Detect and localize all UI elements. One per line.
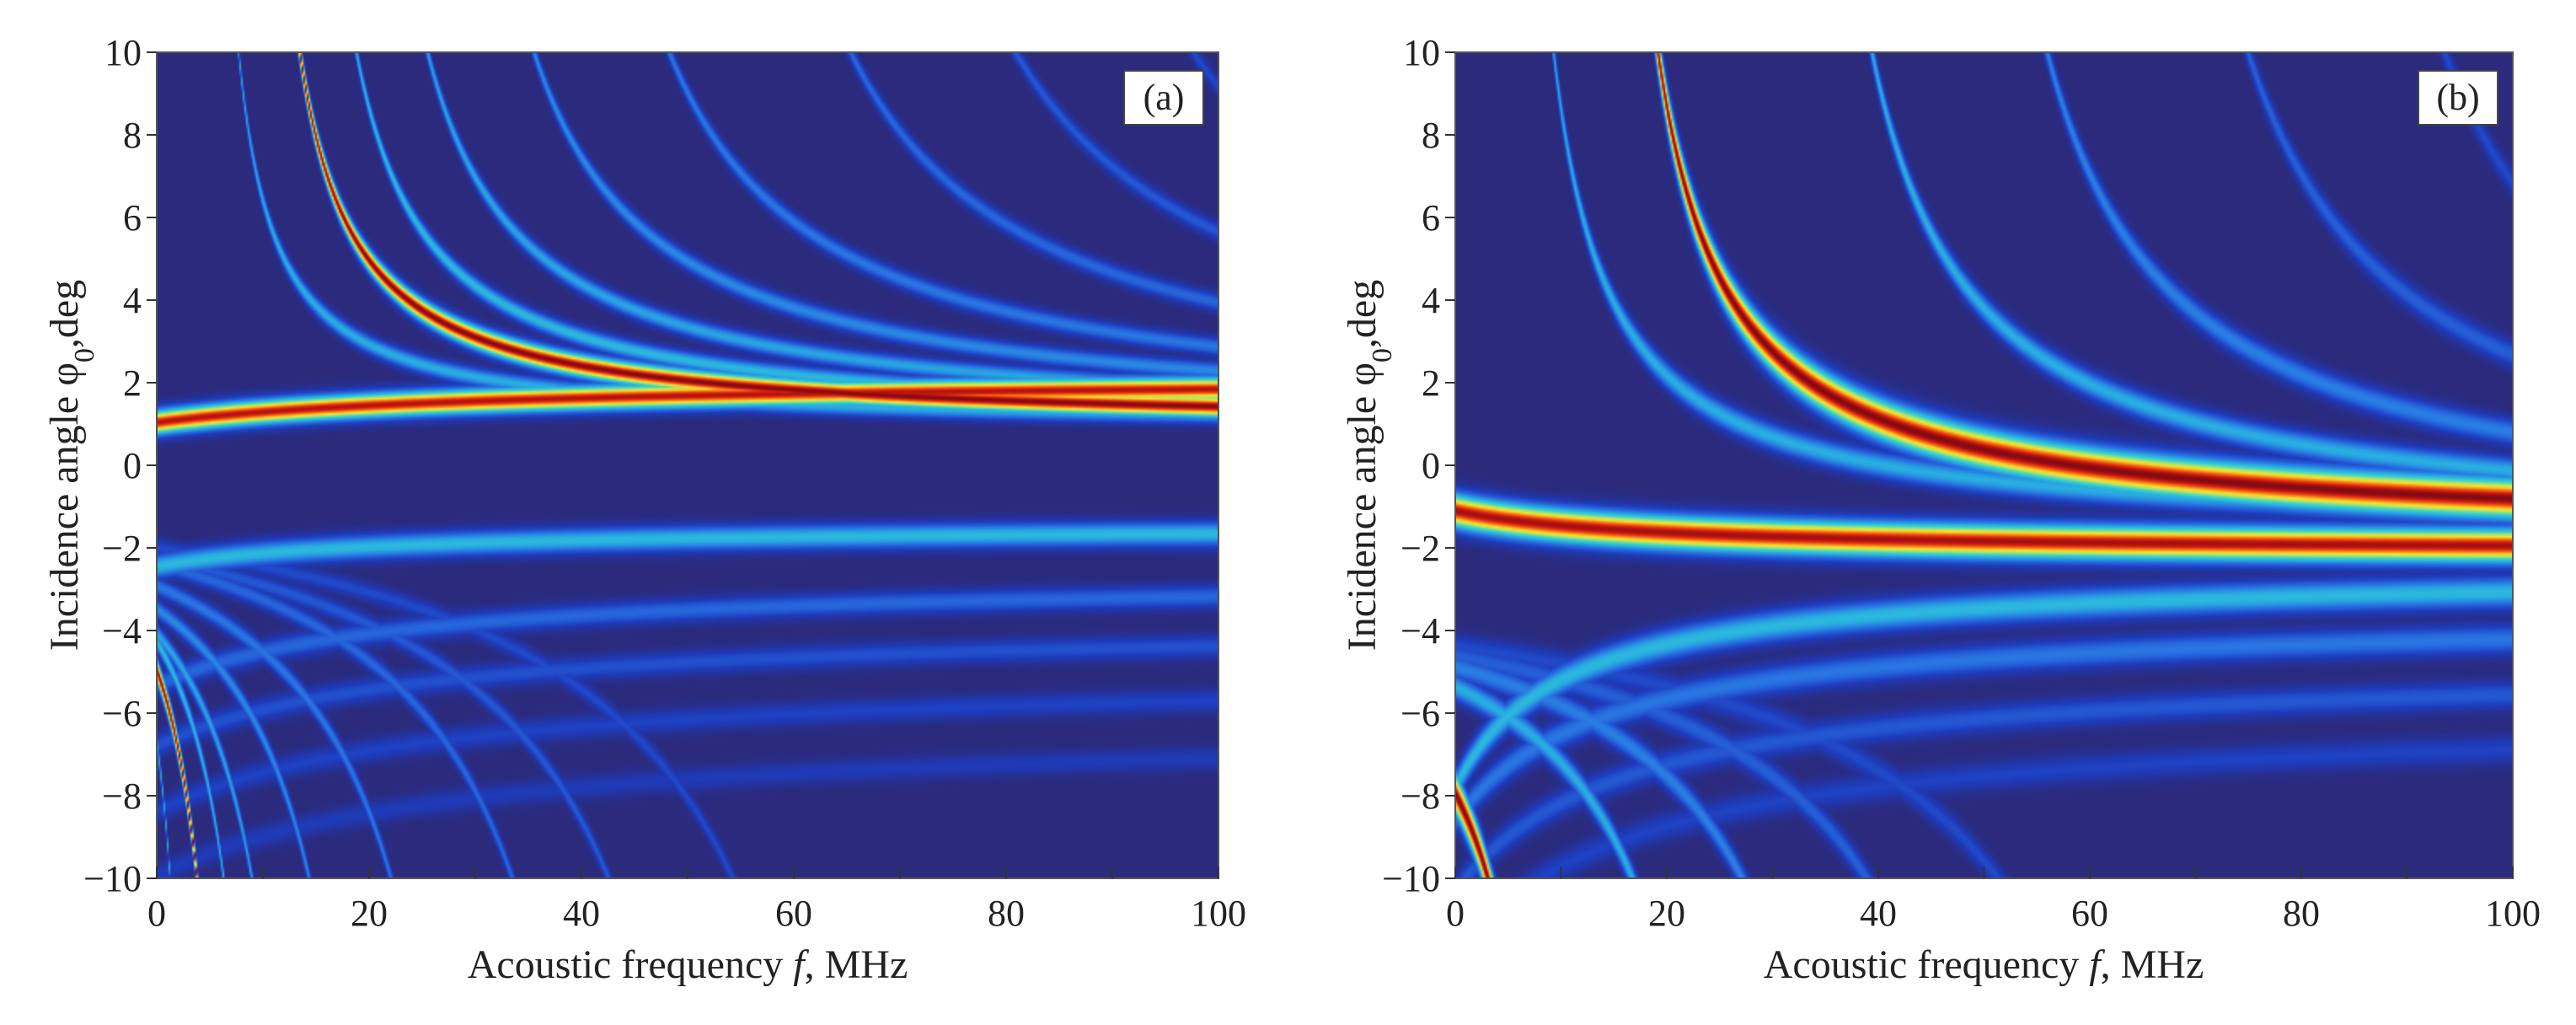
x-axis-label-b: Acoustic frequency f, MHz	[1764, 942, 2204, 987]
x-tick-label-b-1: 20	[1648, 893, 1685, 934]
y-tick-label-a-5: 0	[123, 445, 142, 486]
panel-a: −10 −8 −6 −4 −2 0 2 4 6 8 10 0 20 40 60 80 100 (a) Acou…	[42, 32, 1246, 987]
x-tick-label-a-4: 80	[988, 893, 1025, 934]
x-tick-label-b-2: 40	[1860, 893, 1897, 934]
x-ticks-b: 0 20 40 60 80 100	[1446, 867, 2541, 934]
x-tick-label-b-0: 0	[1446, 893, 1465, 934]
x-tick-label-b-3: 60	[2071, 893, 2108, 934]
y-tick-label-b-6: 2	[1422, 362, 1440, 404]
x-ticks-a: 0 20 40 60 80 100	[147, 867, 1246, 934]
y-tick-label-a-4: −2	[102, 528, 142, 569]
y-tick-label-a-2: −6	[102, 693, 142, 734]
x-axis-label-text-a: Acoustic frequency	[468, 942, 784, 987]
x-tick-label-a-3: 60	[775, 893, 812, 934]
y-axis-label-suffix-a: ,deg	[42, 280, 87, 348]
y-tick-label-a-7: 4	[123, 280, 142, 321]
x-axis-label-a: Acoustic frequency f, MHz	[468, 942, 908, 987]
y-tick-label-a-0: −10	[83, 858, 142, 899]
y-tick-label-b-5: 0	[1422, 445, 1440, 486]
y-axis-label-prefix-b: Incidence angle φ	[1340, 362, 1384, 651]
y-ticks-a: −10 −8 −6 −4 −2 0 2 4 6 8 10	[83, 32, 157, 899]
y-tick-label-a-1: −8	[102, 775, 142, 817]
y-tick-label-b-10: 10	[1403, 32, 1440, 73]
x-tick-label-b-5: 100	[2485, 893, 2541, 934]
y-axis-label-b: Incidence angle φ0,deg	[1340, 280, 1398, 652]
y-tick-label-b-4: −2	[1400, 528, 1440, 569]
x-axis-label-unit-a: , MHz	[805, 942, 908, 987]
y-tick-label-a-10: 10	[104, 32, 142, 73]
panel-b: −10 −8 −6 −4 −2 0 2 4 6 8 10 0 20 40 60 80 100 (b) Acou…	[1340, 32, 2541, 987]
x-tick-label-a-1: 20	[351, 893, 388, 934]
panel-label-a: (a)	[1143, 77, 1185, 118]
panel-label-box-a	[1123, 70, 1204, 126]
x-tick-label-b-4: 80	[2283, 893, 2320, 934]
x-tick-label-a-0: 0	[147, 893, 166, 934]
y-tick-label-b-9: 8	[1422, 115, 1440, 156]
y-axis-label-suffix-b: ,deg	[1340, 280, 1384, 348]
y-tick-label-a-3: −4	[102, 610, 142, 652]
x-tick-label-a-2: 40	[563, 893, 600, 934]
x-axis-label-text-b: Acoustic frequency	[1764, 942, 2080, 987]
x-axis-label-unit-b: , MHz	[2101, 942, 2204, 987]
heatmap-a	[157, 52, 1218, 878]
y-axis-label-sub-a: 0	[69, 348, 100, 362]
y-tick-label-b-7: 4	[1422, 280, 1440, 321]
y-tick-label-a-8: 6	[123, 197, 142, 239]
y-tick-label-b-1: −8	[1400, 775, 1440, 817]
y-tick-label-a-9: 8	[123, 115, 142, 156]
y-tick-label-a-6: 2	[123, 362, 142, 404]
x-tick-label-a-5: 100	[1191, 893, 1246, 934]
y-ticks-b: −10 −8 −6 −4 −2 0 2 4 6 8 10	[1382, 32, 1455, 899]
y-tick-label-b-3: −4	[1400, 610, 1440, 652]
y-axis-label-sub-b: 0	[1367, 348, 1398, 362]
panel-label-b: (b)	[2436, 77, 2479, 118]
y-axis-label-a: Incidence angle φ0,deg	[42, 280, 100, 652]
y-axis-label-prefix-a: Incidence angle φ	[42, 362, 87, 651]
y-tick-label-b-8: 6	[1422, 197, 1440, 239]
panel-label-box-b	[2418, 70, 2498, 126]
heatmap-b	[1455, 52, 2513, 878]
y-tick-label-b-0: −10	[1382, 858, 1440, 899]
y-tick-label-b-2: −6	[1400, 693, 1440, 734]
